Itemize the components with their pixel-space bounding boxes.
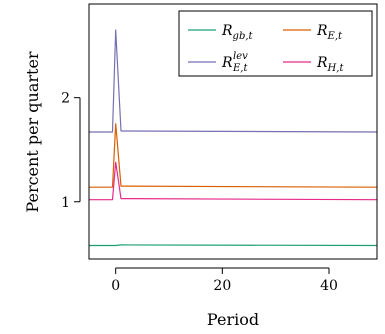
y-axis: 12 xyxy=(61,91,81,211)
legend-label-rgb: Rgb,t xyxy=(221,23,254,42)
legend: Rgb,t RE,t Rlev E,t RH,t xyxy=(178,10,373,77)
y-axis-title: Percent per quarter xyxy=(23,51,42,212)
x-tick-label: 20 xyxy=(213,278,231,294)
x-axis: 0 20 40 xyxy=(111,267,338,294)
legend-label-relev: Rlev E,t xyxy=(221,51,248,74)
legend-box xyxy=(178,10,373,77)
series-line-rgb xyxy=(89,244,378,247)
x-axis-title: Period xyxy=(207,310,259,329)
series-line-re xyxy=(89,123,378,188)
plot-frame xyxy=(88,3,378,260)
y-tick-label: 2 xyxy=(61,91,70,107)
series-line-relev xyxy=(89,29,378,133)
legend-label-re: RE,t xyxy=(316,23,343,42)
plot-lines xyxy=(89,29,378,247)
legend-label-rh: RH,t xyxy=(316,55,344,74)
x-tick-label: 40 xyxy=(320,278,338,294)
y-tick-label: 1 xyxy=(61,195,70,211)
series-line-rh xyxy=(89,161,378,201)
x-tick-label: 0 xyxy=(111,278,120,294)
